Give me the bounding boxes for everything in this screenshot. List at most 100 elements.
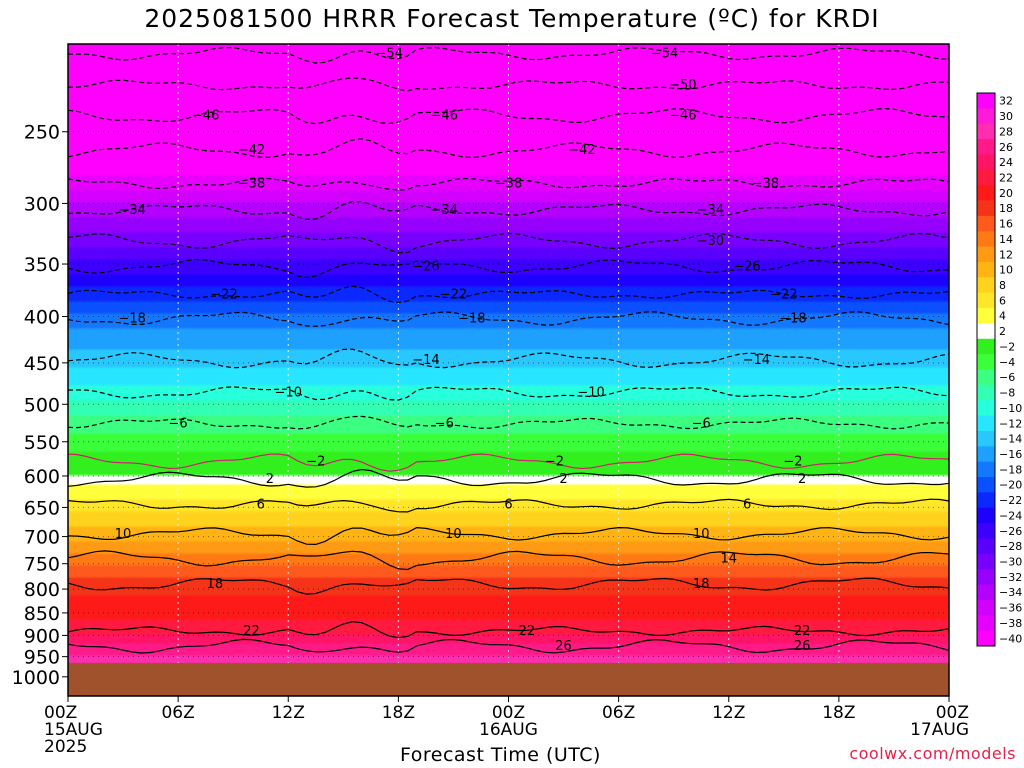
contour-line [68, 453, 949, 472]
colorbar-swatch [977, 569, 995, 586]
contour-line [68, 311, 949, 327]
contour-label: 2 [798, 472, 806, 487]
colorbar-swatch [977, 93, 995, 109]
contour-line [68, 232, 949, 254]
contour-label: 26 [794, 639, 811, 654]
colorbar-swatch [977, 108, 995, 125]
colorbar-swatch [977, 523, 995, 539]
y-tick-label: 650 [24, 497, 60, 519]
y-tick-label: 700 [24, 527, 60, 549]
contour-line [68, 621, 949, 639]
colorbar-swatch [977, 415, 995, 432]
contour-line [68, 77, 949, 92]
colorbar-swatch [977, 553, 995, 570]
colorbar-label: −36 [999, 602, 1022, 615]
colorbar-swatch [977, 446, 995, 463]
colorbar-label: 2 [999, 325, 1006, 338]
colorbar-swatch [977, 123, 995, 140]
colorbar-label: −16 [999, 448, 1022, 461]
colorbar-label: −12 [999, 417, 1022, 430]
colorbar-label: −6 [999, 371, 1015, 384]
contour-label: −42 [568, 143, 595, 158]
colorbar-label: −30 [999, 556, 1022, 569]
contour-label: −22 [440, 287, 467, 302]
contour-label: −2 [545, 454, 564, 469]
colorbar-label: 6 [999, 294, 1006, 307]
contour-line [68, 415, 949, 430]
colorbar-label: −38 [999, 617, 1022, 630]
colorbar-swatch [977, 492, 995, 509]
contour-label: 22 [243, 624, 260, 639]
colorbar-swatch [977, 246, 995, 263]
colorbar-swatch [977, 200, 995, 217]
contour-label: −38 [495, 176, 522, 191]
contour-label: −54 [375, 47, 402, 62]
x-tick-label: 18Z [822, 703, 855, 723]
contour-label: −6 [435, 416, 454, 431]
x-tick-label: 18Z [382, 703, 415, 723]
x-tick-label: 12Z [712, 703, 745, 723]
plot-area: −54 −54 −50 −46 −46 −46 −42 −42 −38 −38 −38 −34 −34 −… [68, 44, 949, 696]
x-tick-label: 12Z [272, 703, 305, 723]
colorbar-label: 14 [999, 233, 1013, 246]
colorbar-label: −20 [999, 479, 1022, 492]
contour-line [68, 577, 949, 595]
colorbar-swatch [977, 369, 995, 386]
x-axis-label: Forecast Time (UTC) [400, 744, 601, 766]
colorbar-swatch [977, 323, 995, 340]
colorbar-label: −10 [999, 402, 1022, 415]
colorbar-swatch [977, 169, 995, 186]
contour-label: −26 [412, 259, 439, 274]
contour-label: 10 [115, 527, 132, 542]
contour-line [68, 498, 949, 513]
colorbar-swatch [977, 154, 995, 171]
contour-label: −10 [275, 385, 302, 400]
colorbar-label: 10 [999, 264, 1013, 277]
colorbar-swatch [977, 477, 995, 493]
colorbar-label: 30 [999, 110, 1013, 123]
contour-label: −38 [752, 176, 779, 191]
colorbar-label: 28 [999, 125, 1013, 138]
contour-label: 26 [555, 639, 572, 654]
colorbar-label: −32 [999, 571, 1022, 584]
contour-label: −46 [669, 109, 696, 124]
contour-label: 10 [445, 527, 462, 542]
contour-label: −14 [743, 353, 770, 368]
x-tick-label: 17AUG [910, 720, 969, 740]
y-tick-label: 850 [24, 603, 60, 625]
y-tick-label: 600 [24, 466, 60, 488]
contour-line [68, 638, 949, 654]
colorbar-swatch [977, 292, 995, 309]
colorbar-label: −22 [999, 494, 1022, 507]
contour-line [68, 285, 949, 304]
colorbar-swatch [977, 584, 995, 601]
contour-label: −2 [783, 454, 802, 469]
colorbar-label: −28 [999, 540, 1022, 553]
contour-label: −46 [431, 109, 458, 124]
contour-label: −6 [692, 416, 711, 431]
x-tick-label: 00Z [492, 703, 525, 723]
colorbar-label: 32 [999, 95, 1013, 108]
contour-label: −14 [412, 353, 439, 368]
colorbar-swatch [977, 384, 995, 401]
contour-label: −6 [169, 416, 188, 431]
contour-line [68, 526, 949, 546]
y-tick-label: 750 [24, 554, 60, 576]
y-tick-label: 350 [24, 254, 60, 276]
contour-label: −42 [238, 143, 265, 158]
contour-label: −38 [238, 176, 265, 191]
colorbar-swatch [977, 139, 995, 155]
colorbar-label: −4 [999, 356, 1015, 369]
contour-label: −2 [306, 454, 325, 469]
contour-line [68, 258, 949, 279]
contour-label: −30 [697, 234, 724, 249]
x-tick-label: 16AUG [479, 720, 538, 740]
colorbar-label: −26 [999, 525, 1022, 538]
colorbar-swatch [977, 430, 995, 447]
colorbar-label: 8 [999, 279, 1006, 292]
colorbar-swatch [977, 615, 995, 632]
ground [68, 662, 949, 696]
contour-line [68, 177, 949, 191]
contour-line [68, 138, 949, 159]
contour-label: 18 [693, 577, 710, 592]
